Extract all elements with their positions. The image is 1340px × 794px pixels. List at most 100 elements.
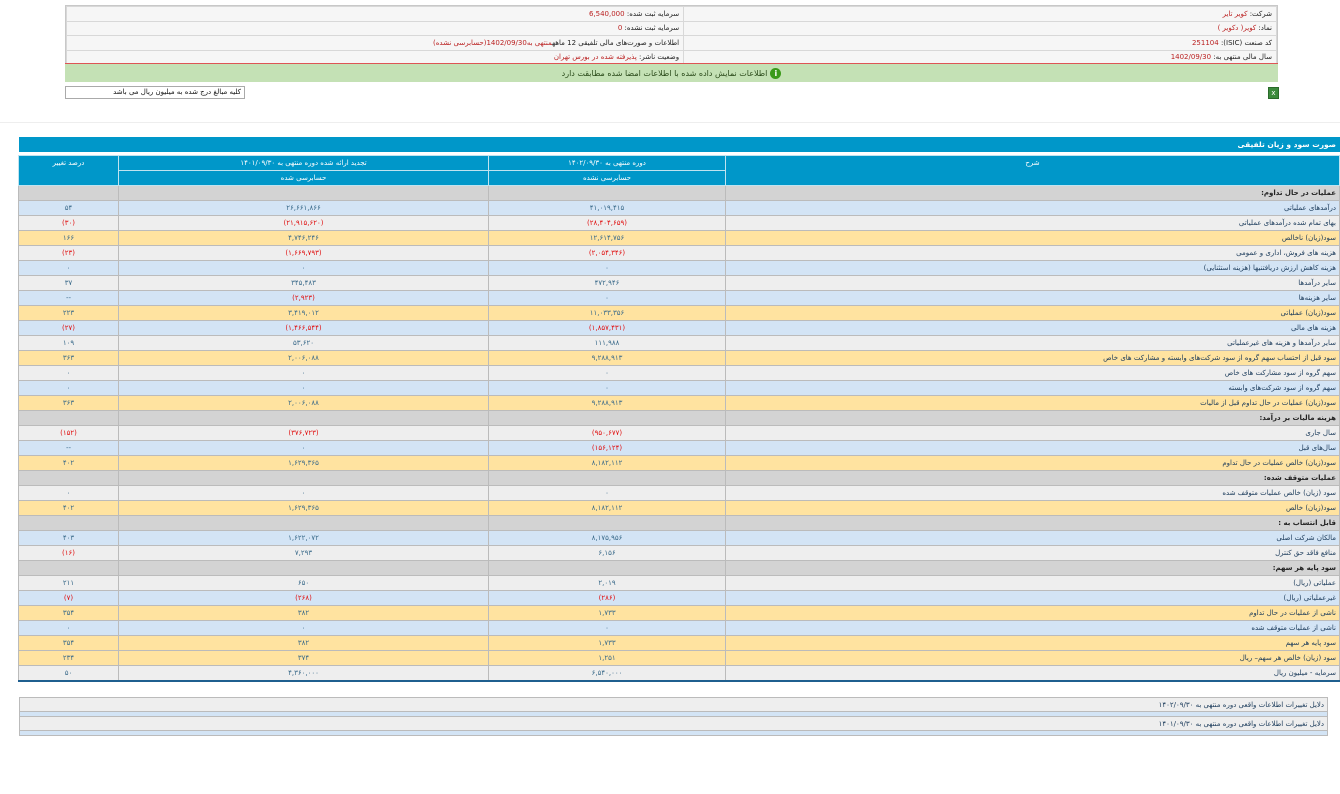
percent-change xyxy=(18,470,119,486)
row-label: سهم گروه از سود شرکت‌های وابسته xyxy=(725,380,1340,396)
row-label: سال جاری xyxy=(725,425,1340,441)
table-row: سرمایه - میلیون ریال ۶,۵۴۰,۰۰۰ ۴,۳۶۰,۰۰۰ ۵۰ xyxy=(18,665,1340,682)
prior-value: (۱,۶۶۹,۷۹۳) xyxy=(118,245,489,261)
prior-value: ۶۵۰ xyxy=(118,575,489,591)
percent-change: ۰ xyxy=(18,260,119,276)
isic-field: کد صنعت (ISIC): 251104 xyxy=(683,35,1277,51)
row-label: سود پایه هر سهم xyxy=(725,635,1340,651)
company-value: کویر تایر xyxy=(1222,9,1248,18)
row-label: ناشی از عملیات در حال تداوم xyxy=(725,605,1340,621)
current-value: ۰ xyxy=(488,485,726,501)
section-row: عملیات در حال تداوم: xyxy=(18,185,1340,201)
table-row: سود قبل از احتساب سهم گروه از سود شرکت‌ه… xyxy=(18,350,1340,366)
row-label: هزینه های مالی xyxy=(725,320,1340,336)
unregistered-capital-value: 0 xyxy=(617,24,623,33)
prior-value: (۲۶۸) xyxy=(118,590,489,606)
row-label: هزینه های فروش، اداری و عمومی xyxy=(725,245,1340,261)
prior-value: ۳۸۲ xyxy=(118,635,489,651)
table-row: سود(زیان) خالص عملیات در حال تداوم ۸,۱۸۲,… xyxy=(18,455,1340,471)
percent-change: -- xyxy=(18,440,119,456)
percent-change: (۳۰) xyxy=(18,215,119,231)
percent-change: ۳۵۴ xyxy=(18,635,119,651)
table-row: سال‌های قبل (۱۵۶,۱۲۴) ۰ -- xyxy=(18,440,1340,456)
percent-change: ۰ xyxy=(18,380,119,396)
fiscal-year-label: سال مالی منتهی به: xyxy=(1213,53,1272,62)
table-row: ناشی از عملیات در حال تداوم ۱,۷۳۳ ۳۸۲ ۳۵۴ xyxy=(18,605,1340,621)
reasons-current-label: دلایل تغییرات اطلاعات واقعی دوره منتهی ب… xyxy=(19,697,1328,712)
row-label: سود (زیان) خالص عملیات متوقف شده xyxy=(725,485,1340,501)
percent-change: ۱۶۶ xyxy=(18,230,119,246)
prior-value xyxy=(118,185,489,201)
header-current-period: دوره منتهی به ۱۴۰۲/۰۹/۳۰ xyxy=(488,155,726,171)
current-value: ۱,۲۵۱ xyxy=(488,650,726,666)
excel-icon[interactable]: x xyxy=(1268,87,1279,99)
percent-change: ۴۰۲ xyxy=(18,500,119,516)
period-value: منتهی به1402/09/30(حسابرسی نشده) xyxy=(433,38,553,47)
row-label: عملیات در حال تداوم: xyxy=(725,185,1340,201)
current-value: (۹۵۰,۶۷۷) xyxy=(488,425,726,441)
statement-title: صورت سود و زیان تلفیقی xyxy=(19,137,1340,152)
row-label: سهم گروه از سود مشارکت های خاص xyxy=(725,365,1340,381)
prior-value: ۰ xyxy=(118,440,489,456)
row-label: درآمدهای عملیاتی xyxy=(725,200,1340,216)
row-label: غیرعملیاتی (ریال) xyxy=(725,590,1340,606)
registered-capital-value: 6,540,000 xyxy=(588,9,625,18)
reasons-prior-content xyxy=(19,731,1328,736)
income-statement-table: شرح دوره منتهی به ۱۴۰۲/۰۹/۳۰ تجدید ارائه… xyxy=(18,155,1340,682)
current-value: ۹,۲۸۸,۹۱۳ xyxy=(488,395,726,411)
row-label: سود پایه هر سهم: xyxy=(725,560,1340,576)
table-row: سود(زیان) عملیاتی ۱۱,۰۳۳,۳۵۶ ۳,۴۱۹,۰۱۲ ۲۲۳ xyxy=(18,305,1340,321)
company-label: شرکت: xyxy=(1249,9,1272,18)
percent-change: ۲۳۴ xyxy=(18,650,119,666)
current-value: (۱۵۶,۱۲۴) xyxy=(488,440,726,456)
table-row: غیرعملیاتی (ریال) (۲۸۶) (۲۶۸) (۷) xyxy=(18,590,1340,606)
table-row: سایر درآمدها و هزینه های غیرعملیاتی ۱۱۱,۹… xyxy=(18,335,1340,351)
prior-value: ۰ xyxy=(118,365,489,381)
percent-change xyxy=(18,515,119,531)
percent-change: ۰ xyxy=(18,620,119,636)
publisher-status-value: پذیرفته شده در بورس تهران xyxy=(553,53,637,62)
current-value: ۶,۵۴۰,۰۰۰ xyxy=(488,665,726,682)
percent-change: -- xyxy=(18,290,119,306)
current-value: (۱,۸۵۷,۴۳۱) xyxy=(488,320,726,336)
prior-value: (۲۱,۹۱۵,۶۲۰) xyxy=(118,215,489,231)
current-value: ۱۲,۶۱۴,۷۵۶ xyxy=(488,230,726,246)
row-label: هزینه مالیات بر درآمد: xyxy=(725,410,1340,426)
header-description: شرح xyxy=(725,155,1340,186)
percent-change: ۳۵۴ xyxy=(18,605,119,621)
current-value: ۰ xyxy=(488,365,726,381)
current-value: ۶,۱۵۶ xyxy=(488,545,726,561)
percent-change: (۲۷) xyxy=(18,320,119,336)
percent-change: ۴۰۳ xyxy=(18,530,119,546)
row-label: سود(زیان) عملیاتی xyxy=(725,305,1340,321)
table-row: درآمدهای عملیاتی ۴۱,۰۱۹,۴۱۵ ۲۶,۶۶۱,۸۶۶ ۵۴ xyxy=(18,200,1340,216)
current-value: ۰ xyxy=(488,380,726,396)
percent-change: ۰ xyxy=(18,365,119,381)
current-value: ۹,۲۸۸,۹۱۳ xyxy=(488,350,726,366)
table-row: هزینه های مالی (۱,۸۵۷,۴۳۱) (۱,۴۶۶,۵۴۴) (۲۷) xyxy=(18,320,1340,336)
prior-value: (۲,۹۲۳) xyxy=(118,290,489,306)
percent-change xyxy=(18,410,119,426)
isic-value: 251104 xyxy=(1191,38,1219,47)
percent-change: (۷) xyxy=(18,590,119,606)
prior-value: ۰ xyxy=(118,620,489,636)
table-row: سود (زیان) خالص هر سهم– ریال ۱,۲۵۱ ۳۷۴ ۲۳۴ xyxy=(18,650,1340,666)
table-row: عملیاتی (ریال) ۲,۰۱۹ ۶۵۰ ۲۱۱ xyxy=(18,575,1340,591)
table-row: هزینه کاهش ارزش دریافتنیها (هزینه استثنا… xyxy=(18,260,1340,276)
symbol-field: نماد: کویر( دکویر ) xyxy=(683,20,1277,36)
prior-value: ۳۸۲ xyxy=(118,605,489,621)
current-value: ۲,۰۱۹ xyxy=(488,575,726,591)
percent-change xyxy=(18,185,119,201)
reasons-current-box: دلایل تغییرات اطلاعات واقعی دوره منتهی ب… xyxy=(19,697,1328,717)
percent-change: ۱۰۹ xyxy=(18,335,119,351)
prior-value: ۰ xyxy=(118,380,489,396)
section-row: هزینه مالیات بر درآمد: xyxy=(18,410,1340,426)
percent-change: (۱۵۲) xyxy=(18,425,119,441)
row-label: سال‌های قبل xyxy=(725,440,1340,456)
row-label: سود(زیان) خالص عملیات در حال تداوم xyxy=(725,455,1340,471)
current-value: ۸,۱۸۲,۱۱۲ xyxy=(488,455,726,471)
prior-value: ۰ xyxy=(118,485,489,501)
current-value xyxy=(488,410,726,426)
current-value: ۴۷۲,۹۴۶ xyxy=(488,275,726,291)
row-label: منافع فاقد حق کنترل xyxy=(725,545,1340,561)
